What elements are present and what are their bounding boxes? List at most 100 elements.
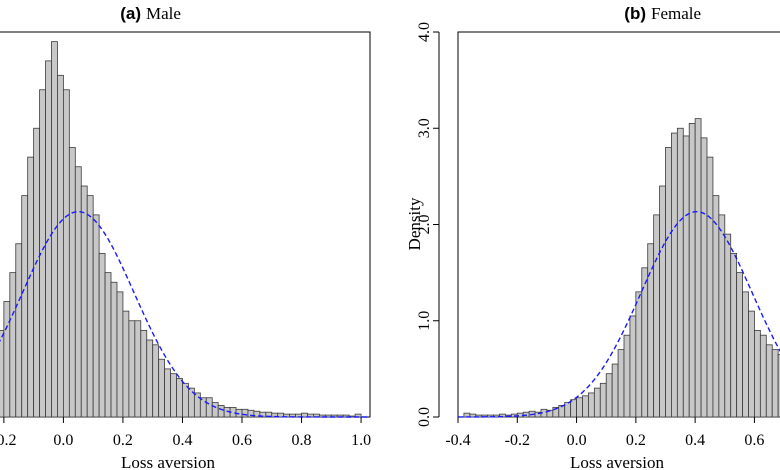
x-tick-label: 0.0 [567, 432, 587, 449]
histogram-bar [564, 402, 572, 418]
panel-b-title: Female [651, 4, 701, 23]
histogram-bar [605, 373, 613, 418]
histogram-bar [617, 349, 625, 418]
histogram-bar [128, 320, 136, 418]
histogram-bar [217, 405, 225, 418]
histogram-bar [629, 315, 637, 418]
histogram-bar [748, 310, 755, 418]
histogram-bar [164, 368, 171, 418]
panel-male: (a) Male Loss aversion -0.2 0.0 0.2 0.4 0.6 0… [0, 4, 371, 470]
histogram-bar [688, 123, 696, 418]
x-tick-label: 0.4 [172, 432, 192, 449]
histogram-bar [68, 147, 76, 418]
panel-a-label: (a) [120, 4, 141, 23]
y-tick-label: 4.0 [416, 22, 433, 42]
histogram-bar [170, 373, 177, 418]
histogram-bar [653, 214, 660, 418]
y-tick-label: 0.0 [416, 407, 433, 427]
panel-a-xlabel: Loss aversion [121, 453, 215, 470]
histogram-bar [134, 320, 142, 418]
histogram-bar [736, 272, 743, 418]
x-tick-label: 0.6 [744, 432, 764, 449]
histogram-bar [777, 354, 780, 418]
histogram-bar [694, 118, 702, 418]
histogram-bar [659, 185, 666, 418]
histogram-bar [62, 89, 70, 418]
histogram-bar [9, 272, 17, 418]
histogram-bar [706, 156, 714, 418]
x-tick-label: 0.4 [685, 432, 705, 449]
histogram-bar [570, 399, 577, 418]
histogram-bar [110, 281, 118, 418]
y-tick-label: 3.0 [416, 118, 433, 138]
histogram-bar [98, 252, 106, 418]
histogram-bar [15, 243, 23, 418]
panel-b-xlabel: Loss aversion [570, 453, 664, 470]
density-curve [0, 210, 370, 418]
histogram-bar [765, 344, 773, 418]
histogram-bar [140, 329, 148, 418]
histogram-bar [104, 272, 112, 418]
histogram-bar [623, 334, 631, 418]
histogram-bar [676, 127, 684, 418]
histogram-bar [700, 137, 708, 418]
histogram-bar [671, 132, 678, 418]
panel-b-label: (b) [624, 4, 646, 23]
histogram-bar [588, 392, 595, 418]
x-tick-label: 0.2 [113, 432, 133, 449]
histogram-bar [80, 185, 88, 418]
histogram-bar [205, 397, 213, 418]
histogram-bar [3, 301, 11, 418]
histogram-bar [74, 166, 82, 418]
x-tick-label: -0.2 [0, 432, 17, 449]
histogram-bar [665, 147, 672, 418]
histogram-bar [742, 291, 749, 418]
y-tick-label: 1.0 [416, 311, 433, 331]
histogram-bar [771, 349, 779, 418]
histogram-bar [92, 214, 100, 418]
x-tick-label: 0.0 [53, 432, 73, 449]
histogram-bar [611, 363, 619, 418]
histogram-bar [754, 329, 761, 418]
histogram-bar [122, 310, 130, 418]
histogram-bar [27, 156, 35, 418]
histogram-bar [182, 382, 189, 418]
histogram-bar [635, 291, 643, 418]
histogram-bar [593, 387, 601, 418]
histogram-bar [211, 402, 219, 418]
x-tick-label: 0.8 [292, 432, 312, 449]
panel-b-ylabel: Density [405, 197, 424, 250]
histogram-bar [582, 395, 589, 418]
histogram-bar [146, 339, 154, 418]
x-tick-label: 1.0 [351, 432, 371, 449]
histogram-bar [86, 195, 94, 418]
histogram-bar [718, 214, 726, 418]
histogram-bar [712, 195, 720, 418]
histogram-bar [193, 392, 201, 418]
x-tick-label: 0.2 [626, 432, 646, 449]
histogram-bar [682, 135, 690, 418]
histogram-bar [241, 408, 249, 418]
histogram-bar [647, 243, 655, 418]
x-tick-label: -0.4 [445, 432, 470, 449]
histogram-bar [576, 397, 583, 418]
histogram-bar [57, 74, 64, 418]
histogram-bar [0, 329, 5, 418]
histogram-bar [724, 233, 732, 418]
histogram-bar [759, 334, 767, 418]
panel-female: (b) Female Loss aversion Density -0.4 -0.… [405, 4, 780, 470]
histogram-bar [599, 382, 607, 418]
histogram-bar [21, 195, 29, 418]
panel-a-title: Male [146, 4, 181, 23]
histogram-bar [558, 405, 566, 418]
histogram-bar [176, 378, 183, 418]
histogram-bar [116, 291, 124, 418]
y-tick-label: 2.0 [416, 215, 433, 235]
histogram-bar [730, 252, 738, 418]
histogram-bar [158, 358, 166, 418]
x-tick-label: -0.2 [505, 432, 530, 449]
histogram-bar [152, 344, 160, 418]
histogram-bar [199, 397, 207, 418]
x-tick-label: 0.6 [232, 432, 252, 449]
